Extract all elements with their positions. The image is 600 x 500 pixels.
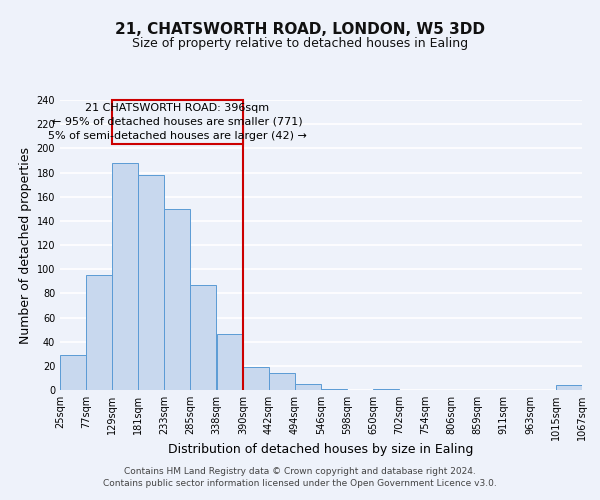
Bar — [269, 373, 295, 390]
FancyBboxPatch shape — [112, 100, 243, 144]
Bar — [190, 285, 216, 390]
Bar — [295, 384, 321, 390]
Text: 21, CHATSWORTH ROAD, LONDON, W5 3DD: 21, CHATSWORTH ROAD, LONDON, W5 3DD — [115, 22, 485, 38]
Text: Contains HM Land Registry data © Crown copyright and database right 2024.
Contai: Contains HM Land Registry data © Crown c… — [103, 466, 497, 487]
Bar — [217, 334, 243, 390]
Y-axis label: Number of detached properties: Number of detached properties — [19, 146, 32, 344]
Text: Size of property relative to detached houses in Ealing: Size of property relative to detached ho… — [132, 38, 468, 51]
Bar — [60, 355, 86, 390]
Bar — [164, 209, 190, 390]
Bar — [321, 389, 347, 390]
Bar — [373, 389, 399, 390]
Bar — [138, 175, 164, 390]
Bar — [556, 385, 582, 390]
Bar — [86, 275, 112, 390]
X-axis label: Distribution of detached houses by size in Ealing: Distribution of detached houses by size … — [169, 443, 473, 456]
Text: 21 CHATSWORTH ROAD: 396sqm
← 95% of detached houses are smaller (771)
5% of semi: 21 CHATSWORTH ROAD: 396sqm ← 95% of deta… — [48, 103, 307, 141]
Bar — [112, 163, 138, 390]
Bar — [243, 367, 269, 390]
